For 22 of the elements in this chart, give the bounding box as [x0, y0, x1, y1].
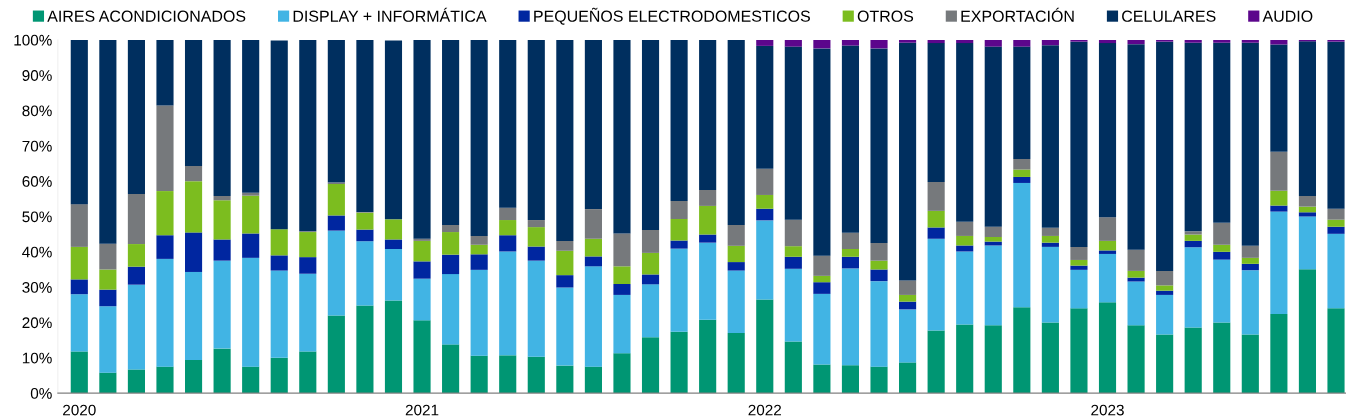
legend-label: OTROS — [857, 10, 914, 22]
y-tick-label: 50% — [22, 211, 52, 223]
y-tick-label: 10% — [22, 352, 52, 364]
x-tick-label: 2021 — [405, 404, 439, 416]
legend-label: DISPLAY + INFORMÁTICA — [293, 7, 487, 22]
x-tick-label: 2022 — [748, 404, 781, 416]
y-tick-label: 60% — [22, 176, 52, 187]
y-tick-label: 20% — [22, 317, 52, 329]
y-tick-label: 90% — [22, 70, 52, 81]
legend-label: AUDIO — [1262, 10, 1313, 22]
x-tick-label: 2020 — [63, 404, 96, 416]
y-tick-label: 40% — [22, 246, 52, 258]
y-tick-label: 70% — [22, 140, 52, 152]
legend-label: AIRES ACONDICIONADOS — [47, 10, 246, 22]
legend-label: CELULARES — [1122, 10, 1216, 22]
y-tick-label: 30% — [22, 282, 52, 293]
y-tick-label: 80% — [22, 105, 52, 117]
x-tick-label: 2023 — [1091, 404, 1124, 416]
y-tick-label: 0% — [30, 387, 52, 399]
legend-label: PEQUEÑOS ELECTRODOMESTICOS — [534, 7, 810, 25]
y-tick-label: 100% — [14, 34, 52, 46]
legend-label: EXPORTACIÓN — [961, 7, 1074, 22]
